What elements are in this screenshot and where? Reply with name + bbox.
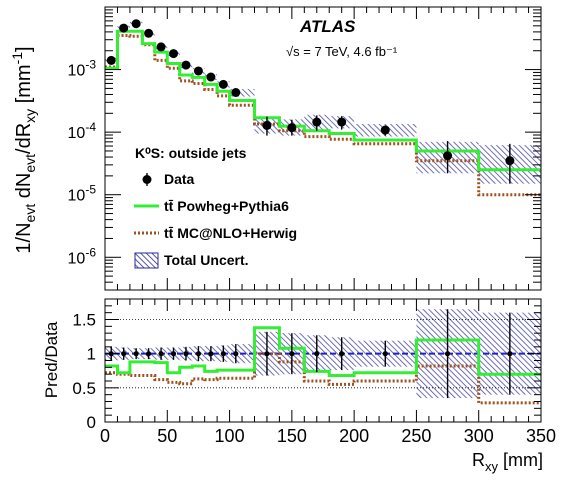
- main-y-axis-title: 1/Nevt dNevt/dRxy [mm-1]: [9, 46, 38, 253]
- x-tick-label: 300: [464, 426, 494, 446]
- ratio-data-point: [382, 351, 388, 357]
- main-data-point: [218, 79, 228, 89]
- ratio-data-point: [314, 351, 320, 357]
- ratio-data-point: [264, 351, 270, 357]
- main-data-point: [144, 28, 154, 38]
- energy-lumi-label: √s = 7 TeV, 4.6 fb⁻¹: [286, 44, 398, 59]
- legend-item-powheg: tt̄ Powheg+Pythia6: [134, 198, 289, 214]
- main-powheg-line: [105, 29, 541, 172]
- x-tick-label: 350: [526, 426, 556, 446]
- ratio-data-point: [444, 351, 451, 357]
- x-axis-title: Rxy [mm]: [472, 450, 543, 474]
- experiment-label: ATLAS: [299, 17, 356, 36]
- ratio-y-tick-label: 0.5: [72, 379, 96, 398]
- ratio-reference-lines: [105, 319, 541, 389]
- ratio-data-points: [108, 309, 513, 399]
- legend-label-powheg: tt̄ Powheg+Pythia6: [164, 198, 289, 214]
- ratio-mcatnlo-line: [105, 352, 541, 405]
- main-data-point: [106, 55, 116, 65]
- main-data-point: [443, 151, 453, 161]
- ratio-data-point: [183, 351, 189, 357]
- main-x-ticks: [104, 7, 542, 290]
- legend-label-data: Data: [164, 171, 195, 187]
- ratio-y-tick-label: 0: [87, 413, 96, 432]
- ratio-powheg-line: [105, 326, 541, 377]
- main-data-point: [505, 156, 515, 166]
- ratio-y-axis: 0 0.5 1 1.5: [72, 298, 541, 432]
- ratio-data-point: [146, 351, 152, 357]
- main-data-point: [231, 88, 241, 98]
- main-data-point: [337, 117, 347, 127]
- main-data-point: [206, 72, 216, 82]
- ratio-x-axis: 0 50 100 150 200 250 300 350: [100, 299, 556, 446]
- ratio-y-tick-label: 1.5: [72, 311, 96, 330]
- ratio-data-point: [220, 351, 226, 357]
- main-powheg-histogram: [105, 29, 541, 172]
- ratio-data-point: [233, 351, 239, 357]
- legend-label-mcatnlo: tt̄ MC@NLO+Herwig: [164, 225, 297, 241]
- main-y-tick-label: 10-3: [68, 58, 97, 80]
- ratio-data-point: [339, 351, 345, 357]
- x-tick-label: 0: [100, 426, 110, 446]
- ratio-data-point: [507, 351, 513, 357]
- main-y-tick-label: 10-4: [68, 120, 97, 142]
- legend-item-uncert: Total Uncert.: [134, 252, 249, 269]
- x-tick-label: 50: [157, 426, 177, 446]
- ratio-powheg-histogram: [105, 326, 541, 377]
- x-tick-label: 100: [215, 426, 245, 446]
- legend-item-mcatnlo: tt̄ MC@NLO+Herwig: [134, 225, 297, 241]
- main-data-points: [106, 19, 515, 184]
- ratio-data-point: [289, 351, 295, 357]
- main-plot-frame: [104, 6, 542, 291]
- ratio-mcatnlo-histogram: [105, 352, 541, 405]
- main-data-point: [380, 125, 390, 135]
- legend-item-data: Data: [142, 171, 195, 187]
- main-data-point: [262, 120, 272, 130]
- main-data-point: [287, 123, 297, 133]
- ratio-data-point: [158, 351, 164, 357]
- ratio-data-point: [170, 351, 177, 357]
- ratio-y-axis-title: Pred/Data: [42, 321, 61, 398]
- x-tick-label: 200: [339, 426, 369, 446]
- x-tick-label: 150: [277, 426, 307, 446]
- main-y-axis: 10-6 10-5 10-4 10-3: [68, 6, 541, 291]
- main-y-tick-label: 10-6: [68, 245, 97, 267]
- main-data-point: [193, 66, 203, 76]
- main-data-point: [156, 42, 166, 52]
- ratio-data-point: [208, 351, 214, 357]
- main-data-point: [169, 49, 179, 59]
- selection-label: K⁰S: outside jets: [135, 145, 247, 161]
- ratio-data-point: [121, 351, 127, 357]
- main-y-tick-label: 10-5: [68, 183, 97, 205]
- main-data-point: [312, 117, 322, 127]
- legend: Data tt̄ Powheg+Pythia6 tt̄ MC@NLO+Herwi…: [134, 171, 297, 269]
- main-uncert-bin-10: [229, 88, 255, 97]
- main-data-point: [181, 60, 191, 70]
- legend-label-uncert: Total Uncert.: [164, 252, 249, 268]
- x-tick-label: 250: [401, 426, 431, 446]
- main-data-point: [119, 23, 129, 33]
- ratio-y-tick-label: 1: [87, 345, 96, 364]
- ratio-data-point: [195, 351, 202, 357]
- ratio-data-point: [133, 351, 139, 357]
- main-data-point: [131, 19, 141, 29]
